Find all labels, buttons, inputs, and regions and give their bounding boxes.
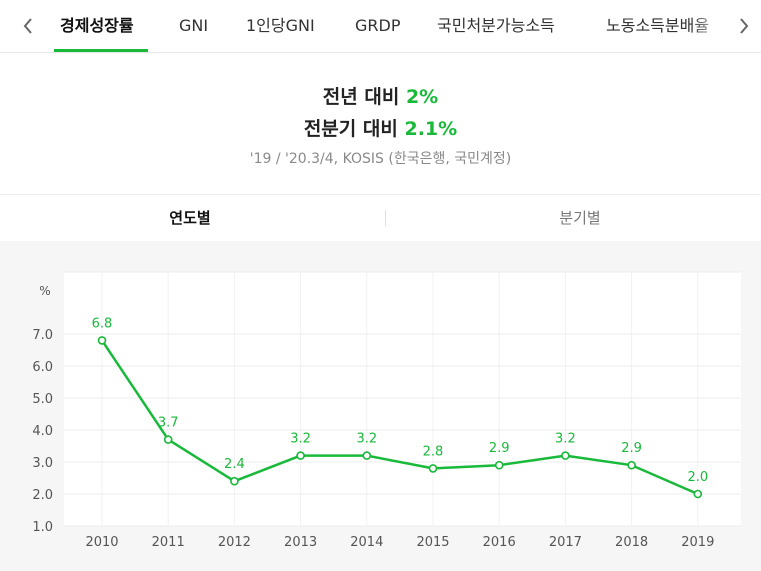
x-tick-label: 2013: [284, 535, 317, 550]
data-label: 2.4: [224, 457, 245, 472]
x-tick-label: 2011: [152, 535, 185, 550]
tab-disposable-income[interactable]: 국민처분가능소득: [437, 16, 555, 35]
x-tick-label: 2018: [615, 535, 648, 550]
data-label: 6.8: [92, 316, 113, 331]
tab-gni[interactable]: GNI: [179, 16, 209, 35]
y-tick-label: 1.0: [32, 520, 53, 535]
y-axis-unit: %: [39, 284, 50, 298]
tab-gni-per-capita[interactable]: 1인당GNI: [246, 16, 315, 35]
y-tick-label: 5.0: [32, 392, 53, 407]
y-tick-label: 4.0: [32, 424, 53, 439]
tab-labor-income-share[interactable]: 노동소득분배율: [606, 16, 710, 35]
yoy-value: 2%: [405, 86, 439, 108]
period-tabs: 연도별 분기별: [0, 194, 761, 242]
data-label: 3.2: [555, 432, 576, 447]
data-point[interactable]: [97, 336, 107, 345]
period-tab-divider: [385, 210, 386, 226]
y-tick-label: 6.0: [32, 360, 53, 375]
data-label: 3.2: [290, 432, 311, 447]
data-point[interactable]: [163, 435, 173, 444]
growth-rate-line: [100, 339, 699, 496]
x-tick-label: 2012: [218, 535, 251, 550]
chart-area: 1.0 2.0 3.0 4.0 5.0 6.0 7.0 2010 2011 2012 2013 201…: [0, 241, 761, 571]
chevron-right-icon: [740, 18, 749, 34]
data-label: 2.8: [423, 444, 444, 459]
data-label: 3.2: [356, 432, 377, 447]
data-point[interactable]: [627, 460, 636, 470]
data-point[interactable]: [494, 460, 504, 470]
y-tick-label: 7.0: [32, 328, 53, 343]
data-point[interactable]: [230, 476, 239, 486]
active-tab-indicator: [54, 49, 148, 52]
tab-yearly[interactable]: 연도별: [169, 209, 211, 227]
data-source: '19 / '20.3/4, KOSIS (한국은행, 국민계정): [249, 151, 512, 167]
data-label: 2.0: [687, 470, 708, 485]
data-label: 3.7: [158, 416, 179, 431]
tab-quarterly[interactable]: 분기별: [559, 209, 601, 227]
chevron-left-icon: [23, 18, 32, 34]
data-point[interactable]: [428, 464, 438, 473]
scroll-right-button[interactable]: [734, 14, 754, 38]
x-tick-label: 2017: [549, 535, 582, 550]
x-tick-label: 2015: [416, 535, 449, 550]
x-tick-label: 2014: [350, 535, 383, 550]
tab-fade-overlay: [690, 0, 730, 51]
y-tick-label: 3.0: [32, 456, 53, 471]
x-tick-label: 2016: [483, 535, 516, 550]
qoq-label: 전분기 대비: [303, 118, 398, 140]
tab-growth-rate[interactable]: 경제성장률: [60, 16, 134, 35]
x-tick-label: 2019: [681, 535, 714, 550]
yoy-summary: 전년 대비 2%: [0, 82, 761, 109]
yoy-label: 전년 대비: [322, 86, 400, 108]
data-point[interactable]: [296, 451, 305, 460]
data-point[interactable]: [693, 489, 703, 499]
plot-background: [64, 272, 741, 526]
scroll-left-button[interactable]: [18, 14, 38, 38]
tab-grdp[interactable]: GRDP: [355, 16, 401, 35]
growth-rate-line-chart: 1.0 2.0 3.0 4.0 5.0 6.0 7.0 2010 2011 2012 2013 201…: [32, 271, 741, 550]
category-tab-bar: 경제성장률 GNI 1인당GNI GRDP 국민처분가능소득 노동소득분배율: [0, 0, 761, 53]
y-tick-label: 2.0: [32, 488, 53, 503]
qoq-value: 2.1%: [404, 118, 458, 140]
data-point[interactable]: [561, 451, 570, 460]
x-tick-label: 2010: [85, 535, 118, 550]
data-label: 2.9: [489, 441, 510, 456]
data-point[interactable]: [362, 451, 372, 460]
qoq-summary: 전분기 대비 2.1%: [0, 114, 761, 141]
data-label: 2.9: [621, 441, 642, 456]
